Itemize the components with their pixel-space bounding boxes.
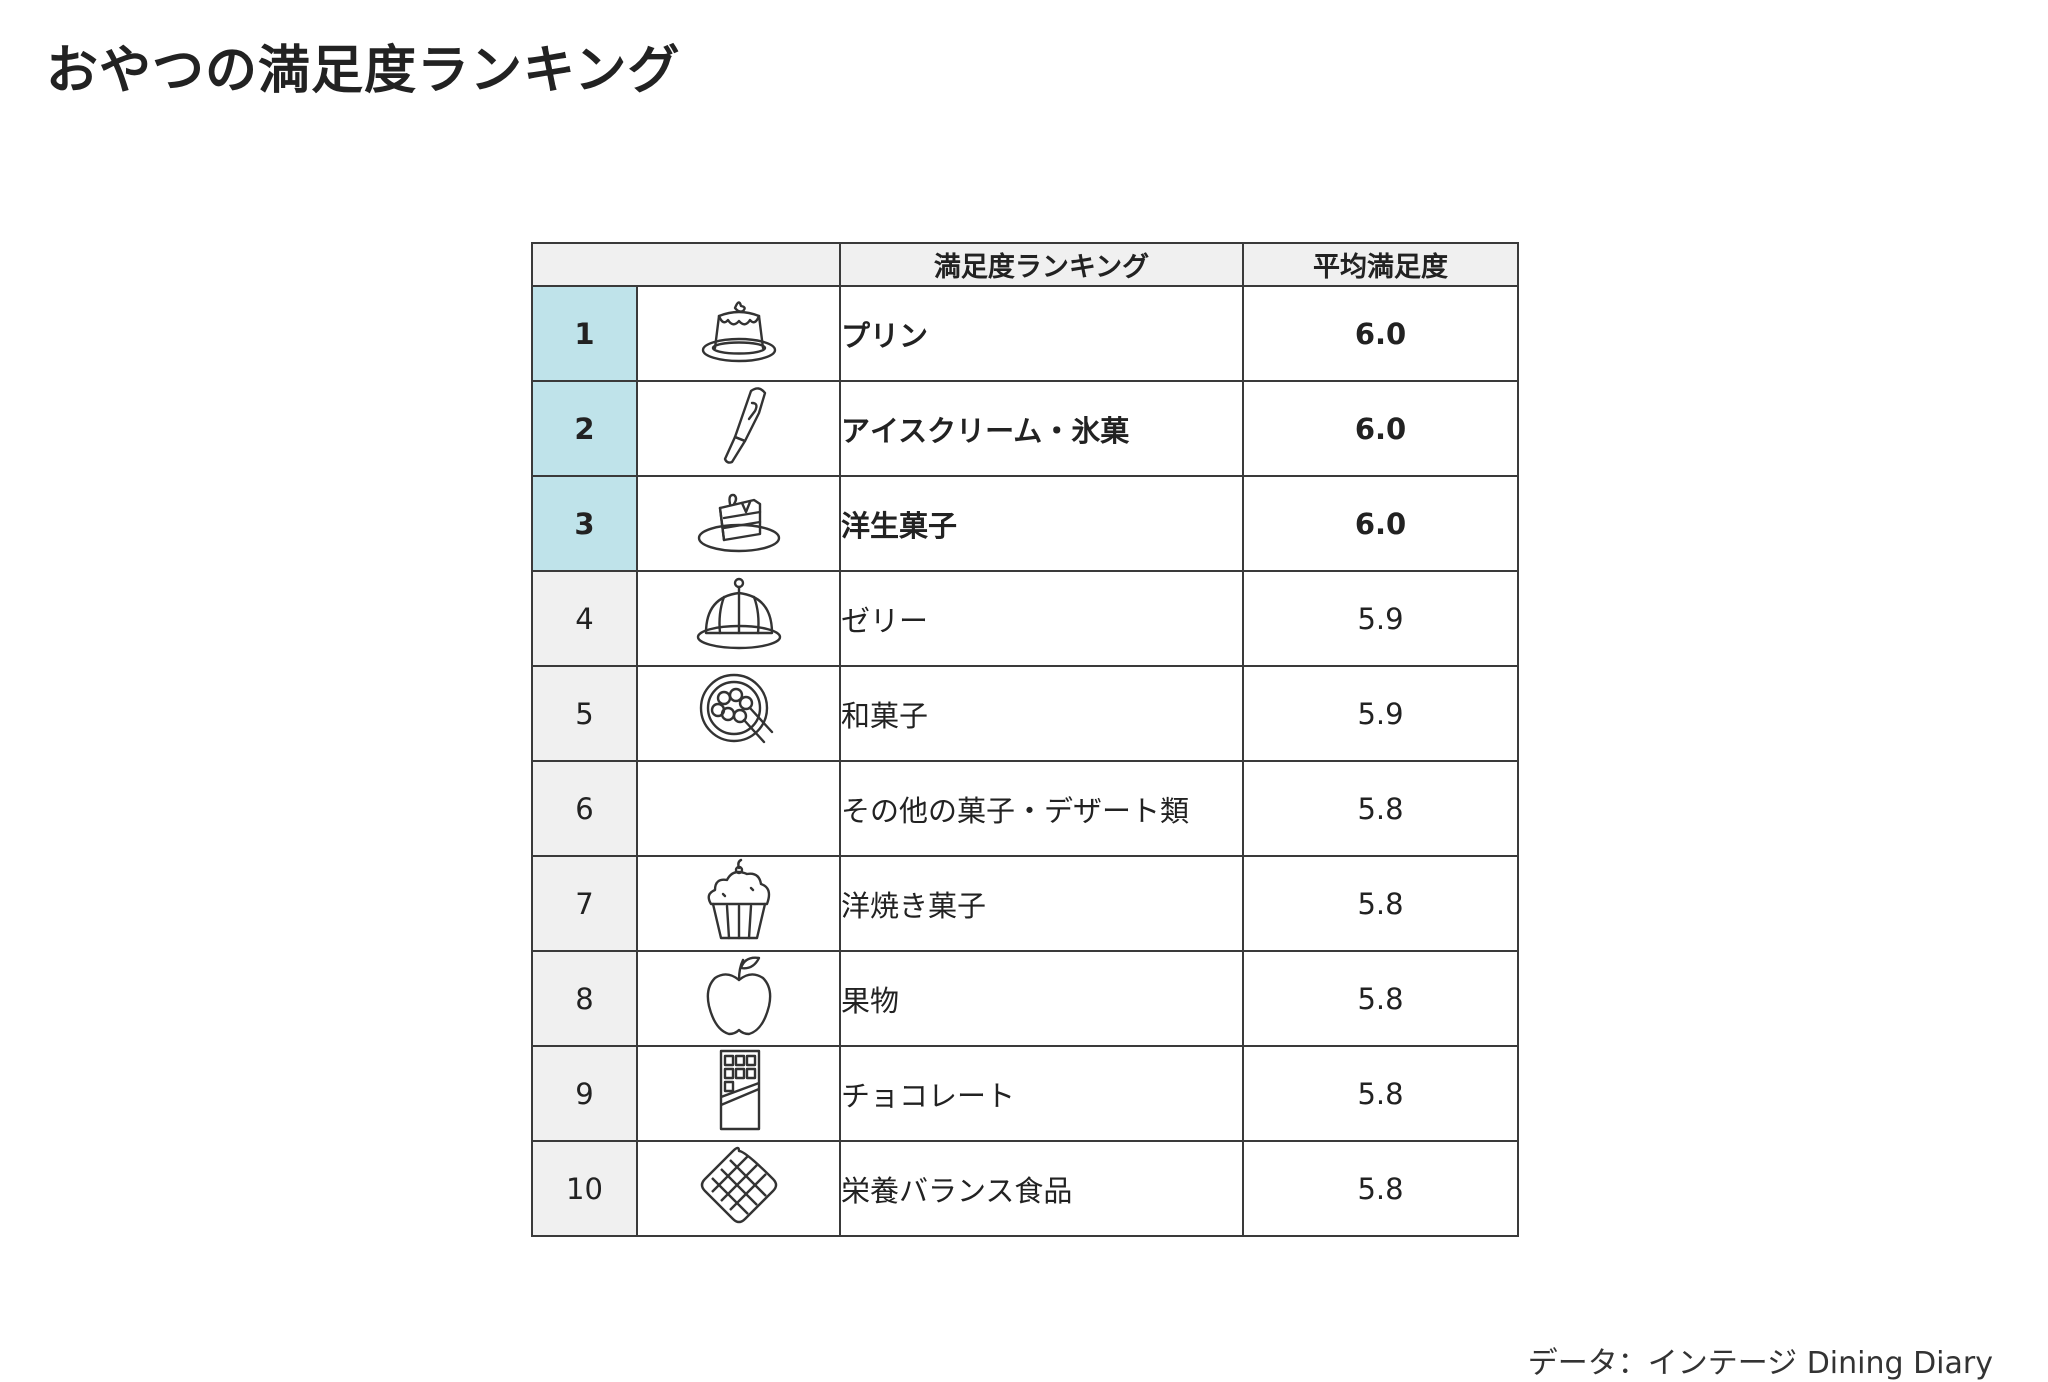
rank-cell: 8	[531, 950, 638, 1047]
rank-cell: 1	[531, 285, 638, 382]
source-note: データ：インテージ Dining Diary	[1527, 1346, 1993, 1381]
rank-cell: 2	[531, 380, 638, 477]
table-row: 7 洋焼き菓子 5.8	[531, 855, 1519, 952]
average-score: 6.0	[1242, 475, 1519, 572]
icon-cell	[636, 855, 841, 952]
header-average: 平均満足度	[1242, 242, 1519, 287]
rank-cell: 4	[531, 570, 638, 667]
average-score: 5.9	[1242, 665, 1519, 762]
table-row: 1 プリン 6.0	[531, 285, 1519, 382]
header-ranking: 満足度ランキング	[839, 242, 1244, 287]
item-name: その他の菓子・デザート類	[839, 760, 1244, 857]
page-title: おやつの満足度ランキング	[46, 41, 681, 101]
table-row: 10 栄養バランス食品 5.8	[531, 1140, 1519, 1237]
average-score: 5.8	[1242, 855, 1519, 952]
icon-cell	[636, 760, 841, 857]
rank-cell: 9	[531, 1045, 638, 1142]
table-row: 2 アイスクリーム・氷菓 6.0	[531, 380, 1519, 477]
chocolate-bar-icon	[709, 1047, 769, 1133]
icon-cell	[636, 1045, 841, 1142]
item-name: プリン	[839, 285, 1244, 382]
average-score: 5.8	[1242, 1045, 1519, 1142]
header-blank	[531, 242, 841, 287]
rank-cell: 6	[531, 760, 638, 857]
table-row: 5 和菓子 5.9	[531, 665, 1519, 762]
item-name: チョコレート	[839, 1045, 1244, 1142]
icon-cell	[636, 380, 841, 477]
waffle-icon	[699, 1145, 779, 1225]
item-name: 栄養バランス食品	[839, 1140, 1244, 1237]
apple-icon	[701, 952, 777, 1038]
table-row: 4 ゼリー 5.9	[531, 570, 1519, 667]
item-name: ゼリー	[839, 570, 1244, 667]
average-score: 5.8	[1242, 1140, 1519, 1237]
icon-cell	[636, 475, 841, 572]
cupcake-icon	[697, 858, 781, 942]
pudding-icon	[697, 292, 781, 368]
jelly-icon	[694, 575, 784, 655]
cake-slice-icon	[694, 482, 784, 558]
item-name: 和菓子	[839, 665, 1244, 762]
average-score: 5.8	[1242, 950, 1519, 1047]
table-row: 3 洋生菓子 6.0	[531, 475, 1519, 572]
table-row: 8 果物 5.8	[531, 950, 1519, 1047]
dango-icon	[696, 670, 782, 750]
average-score: 5.8	[1242, 760, 1519, 857]
rank-cell: 3	[531, 475, 638, 572]
table-header-row: 満足度ランキング 平均満足度	[531, 242, 1519, 287]
average-score: 6.0	[1242, 285, 1519, 382]
popsicle-icon	[697, 383, 781, 467]
icon-cell	[636, 285, 841, 382]
rank-cell: 5	[531, 665, 638, 762]
rank-cell: 10	[531, 1140, 638, 1237]
icon-cell	[636, 1140, 841, 1237]
item-name: アイスクリーム・氷菓	[839, 380, 1244, 477]
rank-cell: 7	[531, 855, 638, 952]
average-score: 5.9	[1242, 570, 1519, 667]
item-name: 果物	[839, 950, 1244, 1047]
ranking-body: 1 プリン 6.0 2 アイスクリーム・氷菓 6.0 3 洋生菓子 6.0 4 ゼリー 5.9 5 和菓子…	[531, 285, 1519, 1237]
item-name: 洋焼き菓子	[839, 855, 1244, 952]
icon-cell	[636, 665, 841, 762]
ranking-table: 満足度ランキング 平均満足度 1 プリン 6.0 2 アイスクリーム・氷菓 6.0 3 洋生菓…	[531, 242, 1519, 1237]
item-name: 洋生菓子	[839, 475, 1244, 572]
average-score: 6.0	[1242, 380, 1519, 477]
icon-cell	[636, 950, 841, 1047]
icon-cell	[636, 570, 841, 667]
table-row: 6 その他の菓子・デザート類 5.8	[531, 760, 1519, 857]
table-row: 9 チョコレート 5.8	[531, 1045, 1519, 1142]
